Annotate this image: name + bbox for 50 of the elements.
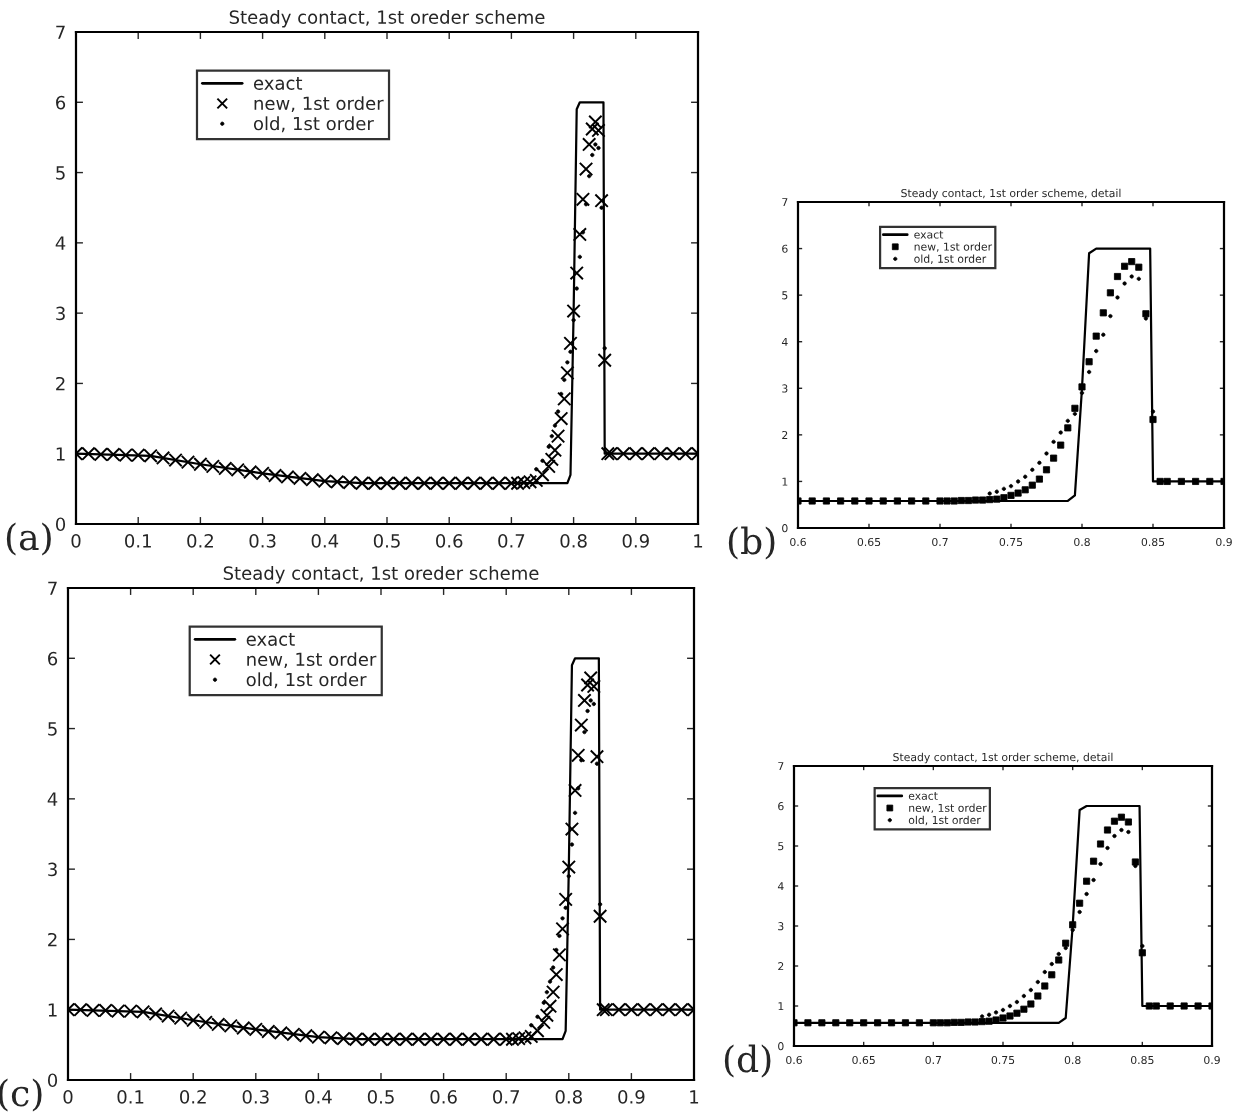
y-tick-label: 4 xyxy=(47,792,58,806)
x-tick-label: 0 xyxy=(71,534,81,548)
y-tick-label: 0 xyxy=(55,517,66,532)
x-tick-label: 0.4 xyxy=(311,534,339,548)
x-tick-label: 0.8 xyxy=(560,534,587,548)
y-tick-label: 7 xyxy=(48,581,57,595)
line-series xyxy=(798,247,1224,503)
x-tick-label: 0.3 xyxy=(249,534,276,548)
legend-label: exact xyxy=(253,77,303,90)
x-tick-label: 0.6 xyxy=(430,1090,457,1104)
x-tick-label: 0.9 xyxy=(622,534,649,548)
x-tick-label: 0.8 xyxy=(555,1090,582,1104)
y-tick-label: 4 xyxy=(55,236,66,250)
x-tick-label: 0.3 xyxy=(242,1090,269,1104)
x-tick-label: 0.4 xyxy=(305,1090,332,1104)
x-tick-label: 0.2 xyxy=(180,1090,206,1104)
x-tick-label: 1 xyxy=(690,1090,699,1104)
x-tick-label: 0.5 xyxy=(367,1090,394,1104)
chart-title: Steady contact, 1st oreder scheme xyxy=(229,9,545,28)
x-tick-label: 0.6 xyxy=(436,534,463,548)
y-tick-label: 7 xyxy=(56,25,65,39)
y-tick-label: 2 xyxy=(56,376,65,391)
x-tick-label: 0.9 xyxy=(618,1090,645,1104)
text: (b) xyxy=(728,526,775,560)
legend-label: old, 1st order xyxy=(246,672,367,689)
x-tick-label: 0.7 xyxy=(498,534,525,548)
y-tick-label: 6 xyxy=(56,95,66,110)
y-tick-label: 2 xyxy=(48,932,57,947)
y-tick-label: 6 xyxy=(48,651,58,666)
text: (d) xyxy=(724,1044,771,1078)
y-tick-label: 5 xyxy=(48,722,57,736)
y-tick-label: 3 xyxy=(56,306,65,321)
x-tick-label: 0.2 xyxy=(187,534,213,548)
y-tick-label: 1 xyxy=(48,1003,57,1017)
y-tick-label: 5 xyxy=(56,166,65,180)
x-tick-label: 0.1 xyxy=(117,1090,144,1104)
x-tick-label: 0.1 xyxy=(125,534,151,548)
legend-label: new, 1st order xyxy=(247,652,377,668)
x-tick-label: 1 xyxy=(694,534,703,548)
chart-title: Steady contact, 1st oreder scheme xyxy=(223,565,539,584)
line-series xyxy=(794,804,1212,1024)
legend-label: exact xyxy=(246,633,295,646)
y-tick-label: 1 xyxy=(56,447,65,461)
y-tick-label: 0 xyxy=(47,1073,58,1088)
text: (a) xyxy=(6,522,51,556)
legend-label: old, 1st order xyxy=(253,116,374,133)
x-tick-label: 0.7 xyxy=(493,1090,520,1104)
legend-label: new, 1st order xyxy=(254,96,384,112)
y-tick-label: 3 xyxy=(48,862,57,877)
x-tick-label: 0.5 xyxy=(373,534,400,548)
